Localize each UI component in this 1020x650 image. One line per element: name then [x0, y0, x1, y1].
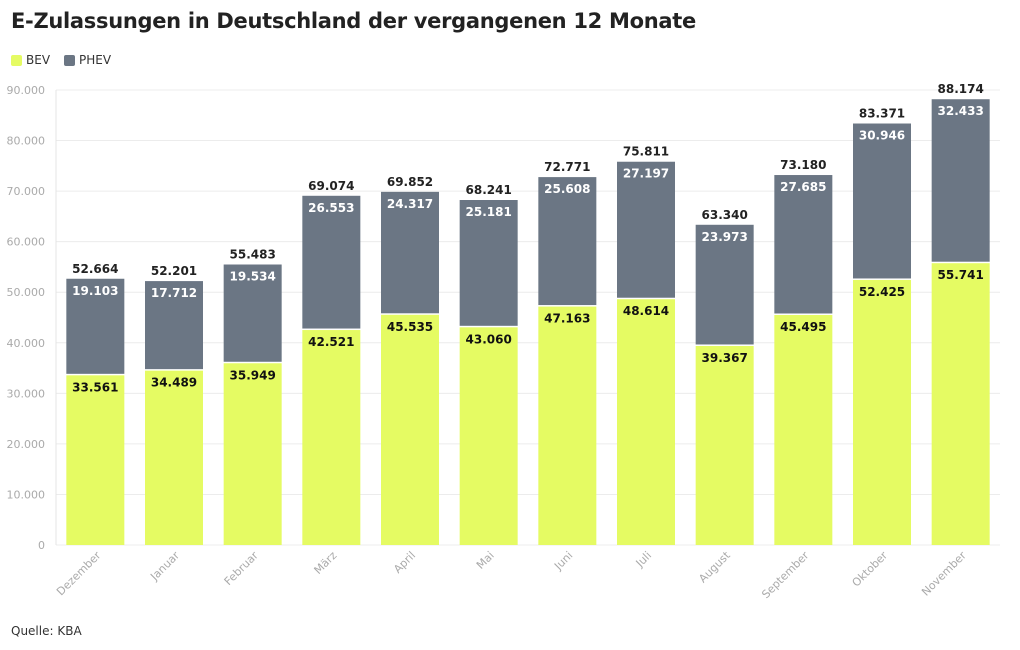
data-label-phev: 26.553 — [308, 201, 354, 215]
bar-phev — [459, 200, 518, 326]
x-tick-label: Februar — [222, 549, 261, 588]
y-tick-label: 70.000 — [7, 185, 46, 198]
data-label-bev: 34.489 — [151, 376, 197, 390]
data-label-bev: 47.163 — [544, 312, 590, 326]
chart-title: E-Zulassungen in Deutschland der vergang… — [11, 9, 696, 33]
x-tick-label: August — [696, 548, 733, 585]
data-label-total: 88.174 — [938, 82, 984, 96]
y-tick-label: 80.000 — [7, 135, 46, 148]
data-label-phev: 25.608 — [544, 182, 590, 196]
bar-bev — [853, 279, 911, 545]
data-label-bev: 42.521 — [308, 335, 354, 349]
legend: BEV PHEV — [11, 53, 111, 67]
data-label-total: 75.811 — [623, 145, 669, 159]
bar-bev — [302, 330, 361, 545]
data-label-total: 55.483 — [230, 248, 276, 262]
legend-swatch-phev — [64, 54, 76, 66]
x-tick-label: April — [391, 549, 418, 576]
bar-phev — [538, 177, 597, 306]
bar-bev — [145, 370, 203, 545]
x-tick-label: Dezember — [54, 549, 104, 599]
data-label-total: 52.201 — [151, 264, 197, 278]
data-label-phev: 17.712 — [151, 286, 197, 300]
bar-bev — [538, 306, 597, 545]
bar-bev — [617, 299, 675, 545]
y-tick-label: 60.000 — [7, 236, 46, 249]
bar-phev — [66, 278, 125, 374]
data-label-total: 52.664 — [72, 262, 118, 276]
x-tick-label: Januar — [147, 549, 182, 584]
data-label-total: 63.340 — [702, 208, 748, 222]
data-label-total: 72.771 — [544, 160, 590, 174]
data-label-bev: 43.060 — [466, 332, 512, 346]
data-label-total: 68.241 — [466, 183, 512, 197]
x-tick-label: Juni — [551, 549, 575, 573]
data-label-phev: 25.181 — [466, 205, 512, 219]
data-label-bev: 39.367 — [702, 351, 748, 365]
data-label-total: 73.180 — [780, 158, 826, 172]
data-label-total: 69.852 — [387, 175, 433, 189]
y-tick-label: 30.000 — [7, 387, 46, 400]
data-label-phev: 19.534 — [230, 270, 276, 284]
bar-phev — [381, 191, 439, 314]
bar-phev — [145, 281, 203, 370]
x-tick-label: März — [312, 549, 340, 577]
bar-bev — [66, 375, 125, 545]
legend-item-phev[interactable]: PHEV — [64, 53, 111, 67]
x-tick-label: Oktober — [850, 549, 891, 590]
bar-phev — [302, 195, 361, 329]
y-tick-label: 90.000 — [7, 84, 46, 97]
bar-phev — [617, 161, 675, 298]
x-tick-label: November — [919, 549, 969, 599]
data-label-bev: 55.741 — [938, 268, 984, 282]
data-label-bev: 48.614 — [623, 304, 669, 318]
x-tick-label: September — [759, 549, 812, 602]
data-label-phev: 27.197 — [623, 167, 669, 181]
bar-bev — [695, 345, 754, 545]
data-label-phev: 23.973 — [702, 230, 748, 244]
bar-bev — [931, 263, 990, 545]
data-label-phev: 27.685 — [780, 180, 826, 194]
data-label-bev: 35.949 — [230, 368, 276, 382]
data-label-total: 83.371 — [859, 107, 905, 121]
legend-swatch-bev — [11, 54, 22, 66]
data-label-bev: 52.425 — [859, 285, 905, 299]
data-label-phev: 30.946 — [859, 129, 905, 143]
x-tick-label: Mai — [474, 549, 497, 572]
bar-phev — [695, 224, 754, 345]
legend-label-phev: PHEV — [79, 53, 112, 67]
y-tick-label: 20.000 — [7, 438, 46, 451]
bar-phev — [774, 175, 833, 314]
x-tick-label: Juli — [633, 549, 654, 570]
source-note: Quelle: KBA — [11, 624, 82, 638]
data-label-phev: 19.103 — [72, 284, 118, 298]
y-tick-label: 50.000 — [7, 286, 46, 299]
legend-item-bev[interactable]: BEV — [11, 53, 50, 67]
bar-phev — [931, 99, 990, 262]
y-tick-label: 0 — [38, 539, 45, 552]
bar-bev — [381, 314, 439, 545]
bar-bev — [774, 314, 833, 545]
data-label-phev: 32.433 — [938, 104, 984, 118]
data-label-phev: 24.317 — [387, 197, 433, 211]
data-label-bev: 33.561 — [72, 380, 118, 394]
data-label-bev: 45.495 — [780, 320, 826, 334]
bar-bev — [223, 363, 282, 545]
data-label-bev: 45.535 — [387, 320, 433, 334]
legend-label-bev: BEV — [26, 53, 51, 67]
bar-phev — [223, 264, 282, 362]
bar-bev — [459, 327, 518, 545]
y-tick-label: 10.000 — [7, 488, 46, 501]
data-label-total: 69.074 — [308, 179, 354, 193]
bar-phev — [853, 123, 911, 279]
y-tick-label: 40.000 — [7, 337, 46, 350]
